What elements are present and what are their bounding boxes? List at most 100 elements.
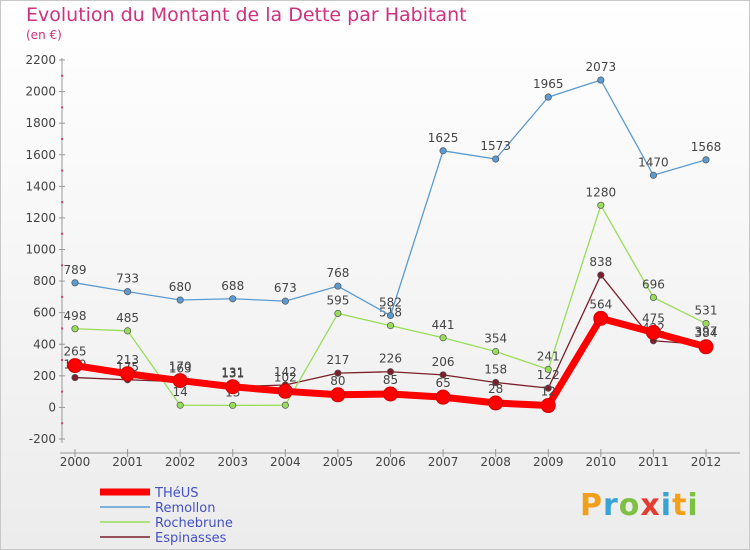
data-label-thus: 28: [488, 382, 503, 396]
data-label-espinasses: 397: [695, 325, 718, 339]
y-tick-label: -200: [29, 432, 56, 446]
logo-letter: i: [660, 488, 673, 523]
logo-letter: r: [603, 488, 619, 523]
data-point-rochebrune: [334, 309, 342, 318]
data-point-thus: [698, 339, 714, 355]
data-point-rochebrune: [544, 365, 552, 373]
y-minor-tick: [61, 295, 63, 298]
data-label-remollon: 1625: [428, 131, 459, 145]
logo-letter: x: [640, 488, 661, 523]
data-point-espinasses: [71, 374, 79, 382]
data-label-remollon: 733: [116, 272, 139, 286]
data-point-remollon: [124, 288, 132, 296]
data-point-espinasses: [334, 369, 342, 377]
data-label-espinasses: 122: [537, 368, 560, 382]
data-label-rochebrune: 1280: [586, 185, 617, 199]
data-point-thus: [593, 310, 609, 326]
data-point-rochebrune: [386, 322, 395, 330]
y-tick-label: 600: [33, 306, 56, 320]
data-point-remollon: [702, 156, 710, 164]
y-tick-label: 2200: [25, 53, 56, 67]
data-point-espinasses: [386, 368, 395, 376]
logo-letter: i: [687, 488, 699, 523]
y-minor-tick: [61, 137, 63, 140]
data-point-remollon: [492, 155, 500, 163]
y-minor-tick: [61, 74, 63, 77]
x-tick-label: 2007: [428, 455, 459, 469]
data-label-thus: 65: [435, 376, 450, 390]
data-label-remollon: 1965: [533, 77, 564, 91]
data-label-rochebrune: 354: [484, 332, 507, 346]
logo-letter: o: [618, 488, 641, 523]
x-tick-label: 2008: [480, 455, 511, 469]
data-label-espinasses: 226: [379, 352, 402, 366]
y-minor-tick: [61, 232, 63, 235]
data-label-espinasses: 131: [221, 367, 244, 381]
y-tick-label: 0: [48, 400, 56, 414]
y-tick-label: 400: [33, 337, 56, 351]
x-tick-label: 2010: [586, 455, 617, 469]
data-label-thus: 85: [383, 373, 398, 387]
data-point-remollon: [281, 297, 289, 305]
data-label-thus: 265: [64, 345, 87, 359]
data-label-remollon: 768: [326, 266, 349, 280]
y-minor-tick: [61, 169, 63, 172]
y-tick-label: 1800: [25, 116, 56, 130]
y-tick-label: 1000: [25, 243, 56, 257]
data-point-rochebrune: [281, 401, 289, 409]
data-label-remollon: 1470: [638, 155, 669, 169]
logo-letter: P: [580, 488, 603, 523]
y-minor-tick: [61, 327, 63, 330]
data-label-rochebrune: 531: [695, 304, 718, 318]
data-point-rochebrune: [649, 293, 657, 302]
data-point-thus: [383, 386, 398, 402]
data-point-rochebrune: [176, 401, 184, 409]
legend-label-rochebrune: Rochebrune: [155, 516, 233, 531]
data-point-rochebrune: [702, 320, 710, 328]
data-point-rochebrune: [124, 327, 132, 335]
data-point-thus: [330, 387, 346, 403]
data-point-espinasses: [492, 378, 500, 387]
data-label-remollon: 673: [274, 281, 297, 295]
data-label-espinasses: 158: [484, 362, 507, 376]
data-label-thus: 80: [330, 374, 345, 388]
data-point-thus: [435, 389, 451, 405]
data-label-remollon: 789: [64, 263, 87, 277]
chart-unit: (en €): [26, 28, 62, 42]
data-point-remollon: [71, 279, 79, 287]
x-tick-label: 2009: [533, 455, 564, 469]
data-point-espinasses: [439, 371, 447, 379]
data-point-remollon: [229, 295, 237, 303]
data-label-thus: 102: [274, 370, 297, 384]
y-tick-label: 1400: [25, 179, 56, 193]
data-label-thus: 12: [541, 385, 556, 399]
chart-title: Evolution du Montant de la Dette par Hab…: [26, 4, 467, 26]
data-point-thus: [172, 373, 188, 389]
y-tick-label: 1200: [25, 211, 56, 225]
y-tick-label: 800: [33, 274, 56, 288]
y-minor-tick: [61, 390, 63, 393]
data-label-remollon: 1573: [480, 139, 511, 153]
data-label-rochebrune: 485: [116, 311, 139, 325]
y-minor-tick: [61, 106, 63, 109]
data-point-remollon: [439, 147, 447, 155]
data-point-remollon: [597, 76, 605, 84]
data-point-rochebrune: [492, 347, 500, 356]
data-point-espinasses: [597, 271, 605, 279]
data-label-remollon: 2073: [586, 60, 617, 74]
proxiti-logo: Proxiti: [580, 488, 699, 523]
x-tick-label: 2000: [60, 455, 91, 469]
x-tick-label: 2004: [270, 455, 301, 469]
data-label-rochebrune: 498: [64, 309, 87, 323]
legend-label-espinasses: Espinasses: [155, 531, 227, 546]
data-label-espinasses: 163: [169, 362, 192, 376]
legend-label-remollon: Remollon: [155, 501, 215, 516]
data-point-rochebrune: [439, 334, 447, 342]
data-point-rochebrune: [229, 401, 237, 409]
x-tick-label: 2003: [217, 455, 248, 469]
data-label-remollon: 680: [169, 280, 192, 294]
data-label-espinasses: 206: [432, 355, 455, 369]
data-point-remollon: [386, 311, 395, 320]
